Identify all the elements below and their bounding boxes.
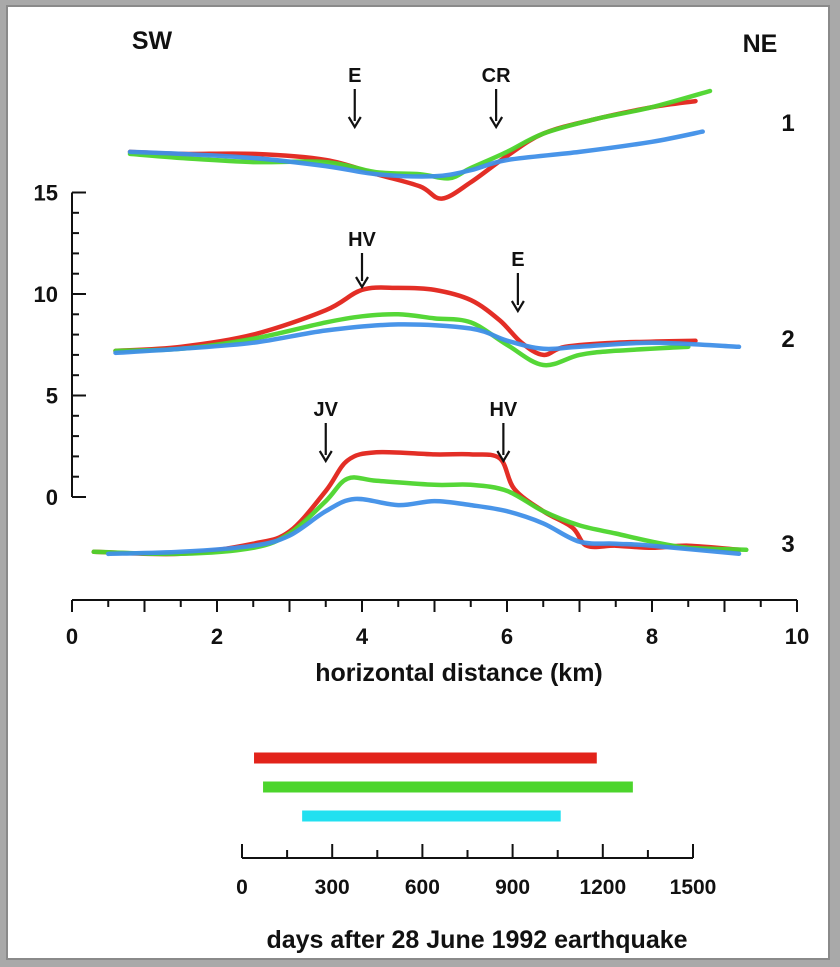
profile-label-2: 2 [781,326,794,353]
y-tick-label: 0 [46,485,58,510]
x-axis-label: horizontal distance (km) [315,659,603,687]
series-line-green [113,311,691,368]
x-tick-label: 4 [356,624,369,649]
marker-label: E [348,65,361,87]
timeline-tick-label: 1500 [670,876,717,899]
timeline-chart: 0 300 600 900 1200 1500 days after 28 June 199… [236,752,717,954]
marker-label: HV [489,399,517,421]
x-tick-label: 0 [66,624,78,649]
profile-3 [91,449,749,557]
annotations: SW NE 1 2 3 E CR HV E JV HV [132,27,795,558]
marker-arrow-head [510,300,525,314]
direction-label-sw: SW [132,27,173,55]
x-tick-label: 8 [646,624,658,649]
timeline-tick-label: 0 [236,876,248,899]
timeline-tick-label: 1200 [579,876,626,899]
direction-label-ne: NE [743,30,778,58]
marker-arrow-head [489,116,504,130]
marker-label: E [511,249,524,271]
marker-label: JV [314,399,339,421]
marker-arrow-head [355,276,369,290]
series-line-blue [113,322,742,356]
series-line-green [127,88,713,181]
x-tick-label: 10 [785,624,809,649]
timeline-tick-label: 900 [495,876,530,899]
x-tick-label: 2 [211,624,223,649]
profile-series [91,88,749,557]
y-tick-label: 15 [34,181,58,206]
marker-label: CR [482,65,511,87]
timeline-tick-label: 600 [405,876,440,899]
profile-axes: 0 2 4 6 8 10 horizontal distance (km) 0 5 10 15 [34,181,810,688]
series-line-blue [127,129,705,179]
marker-arrow-head [318,450,333,464]
y-tick-label: 5 [46,384,58,409]
marker-arrow-head [347,116,362,130]
profile-label-1: 1 [781,110,794,137]
x-tick-label: 6 [501,624,513,649]
profile-label-3: 3 [781,531,794,558]
profile-2 [113,285,742,368]
marker-arrow-head [496,450,511,464]
profile-1 [127,88,713,201]
timeline-axis-label: days after 28 June 1992 earthquake [266,926,687,954]
series-line-green [91,475,749,557]
series-line-blue [106,496,742,557]
y-tick-label: 10 [34,282,58,307]
marker-label: HV [348,229,376,251]
timeline-tick-label: 300 [315,876,350,899]
